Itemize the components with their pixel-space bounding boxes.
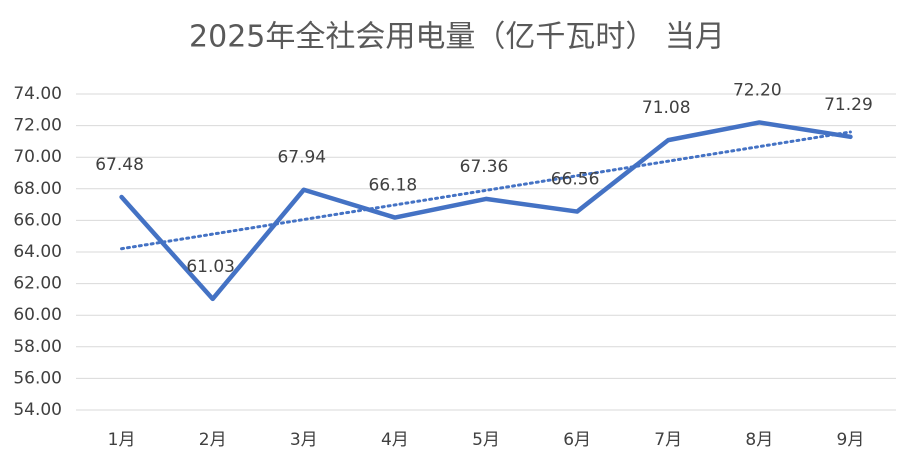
y-tick-label: 66.00 <box>13 210 62 230</box>
y-tick-label: 62.00 <box>13 274 62 294</box>
data-label: 61.03 <box>186 257 235 277</box>
data-label: 71.08 <box>642 98 691 118</box>
x-tick-label: 7月 <box>654 430 682 450</box>
x-tick-label: 9月 <box>837 430 865 450</box>
y-tick-label: 72.00 <box>13 116 62 136</box>
y-tick-label: 68.00 <box>13 179 62 199</box>
x-tick-label: 3月 <box>290 430 318 450</box>
y-tick-label: 74.00 <box>13 84 62 104</box>
data-label: 67.94 <box>277 148 326 168</box>
y-tick-label: 54.00 <box>13 400 62 420</box>
data-line <box>119 120 853 302</box>
trendline <box>120 130 852 251</box>
data-label: 67.48 <box>95 155 144 175</box>
data-label: 66.18 <box>369 176 418 196</box>
data-label: 71.29 <box>824 95 873 115</box>
x-tick-label: 5月 <box>472 430 500 450</box>
y-tick-label: 56.00 <box>13 368 62 388</box>
x-tick-label: 8月 <box>745 430 773 450</box>
y-tick-label: 70.00 <box>13 147 62 167</box>
y-tick-label: 60.00 <box>13 305 62 325</box>
x-tick-label: 1月 <box>108 430 136 450</box>
x-tick-label: 6月 <box>563 430 591 450</box>
x-tick-label: 4月 <box>381 430 409 450</box>
chart-title: 2025年全社会用电量（亿千瓦时） 当月 <box>189 20 725 55</box>
x-tick-label: 2月 <box>199 430 227 450</box>
y-tick-label: 58.00 <box>13 337 62 357</box>
data-label: 66.56 <box>551 170 600 190</box>
y-tick-label: 64.00 <box>13 242 62 262</box>
data-label: 72.20 <box>733 80 782 100</box>
data-label: 67.36 <box>460 157 509 177</box>
